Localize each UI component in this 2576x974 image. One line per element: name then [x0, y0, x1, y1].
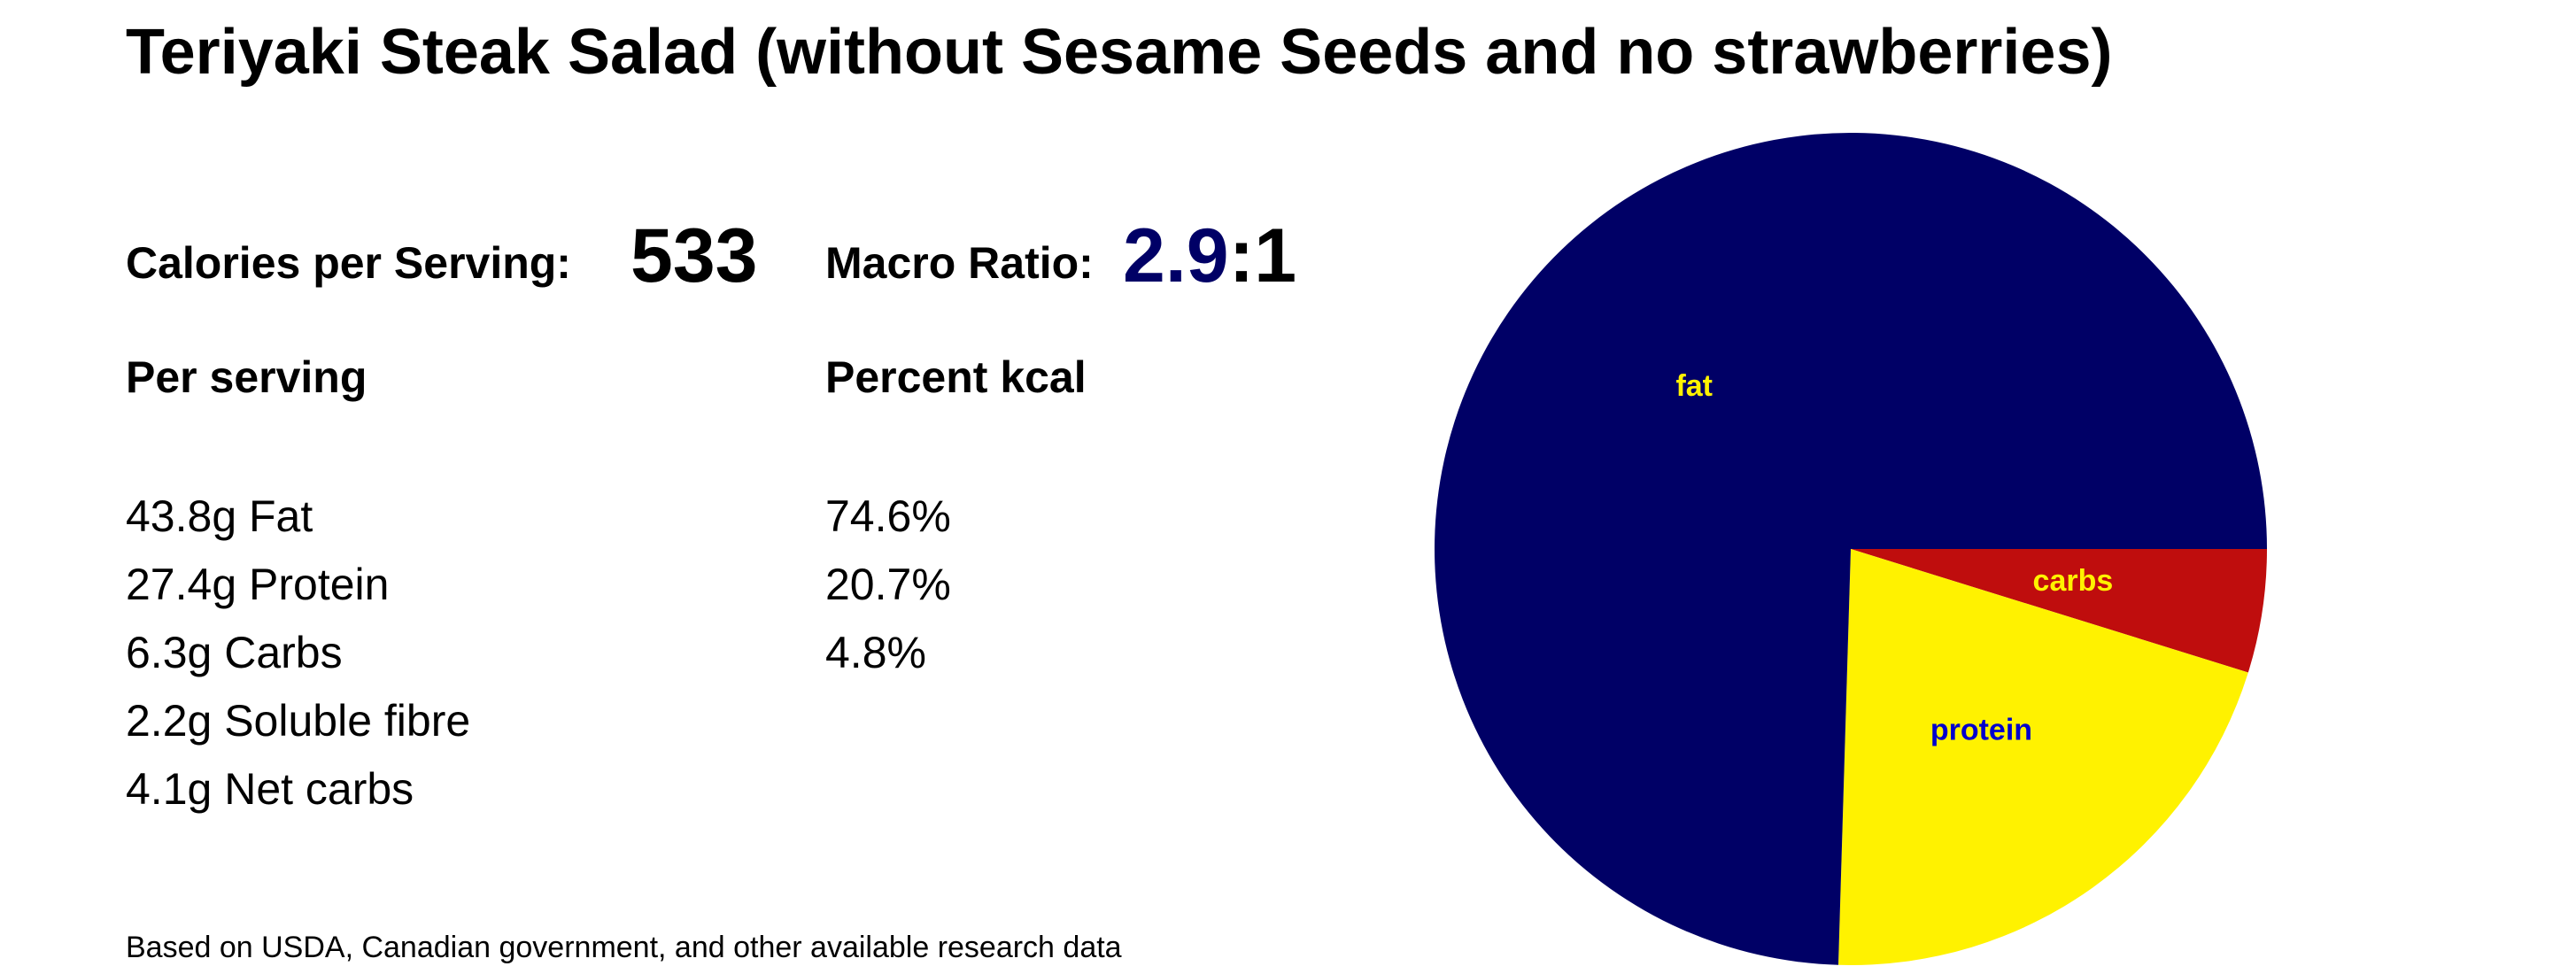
- nutrient-fat: 43.8g Fat: [126, 491, 313, 541]
- percent-carbs: 4.8%: [825, 628, 926, 677]
- macro-ratio-separator: :: [1228, 213, 1255, 298]
- calories-value: 533: [630, 213, 758, 298]
- page-title: Teriyaki Steak Salad (without Sesame See…: [126, 17, 2113, 88]
- pie-slice-protein: [1837, 549, 2248, 965]
- per-serving-heading: Per serving: [126, 352, 367, 402]
- macro-pie-chart: carbs protein fat: [1435, 133, 2267, 965]
- nutrient-net-carbs: 4.1g Net carbs: [126, 764, 414, 814]
- nutrient-carbs: 6.3g Carbs: [126, 628, 343, 677]
- pie-label-fat: fat: [1675, 369, 1713, 403]
- pie-label-protein: protein: [1930, 714, 2032, 747]
- percent-kcal-list: 74.6% 20.7% 4.8%: [825, 483, 951, 687]
- macro-ratio-numerator: 2.9: [1123, 213, 1229, 298]
- pie-slice-carbs: [1851, 549, 2267, 673]
- per-serving-list: 43.8g Fat 27.4g Protein 6.3g Carbs 2.2g …: [126, 483, 470, 823]
- calories-label: Calories per Serving:: [126, 238, 571, 288]
- percent-fat: 74.6%: [825, 491, 951, 541]
- nutrient-protein: 27.4g Protein: [126, 560, 390, 609]
- percent-protein: 20.7%: [825, 560, 951, 609]
- footnote: Based on USDA, Canadian government, and …: [126, 931, 1122, 964]
- macro-ratio-denominator: 1: [1254, 213, 1297, 298]
- nutrient-soluble-fibre: 2.2g Soluble fibre: [126, 696, 471, 746]
- macro-ratio-label: Macro Ratio:: [825, 238, 1094, 288]
- percent-kcal-heading: Percent kcal: [825, 352, 1087, 402]
- pie-slice-fat: [1435, 133, 2267, 965]
- macro-ratio-value: 2.9:1: [1123, 213, 1296, 300]
- pie-label-carbs: carbs: [2033, 564, 2114, 598]
